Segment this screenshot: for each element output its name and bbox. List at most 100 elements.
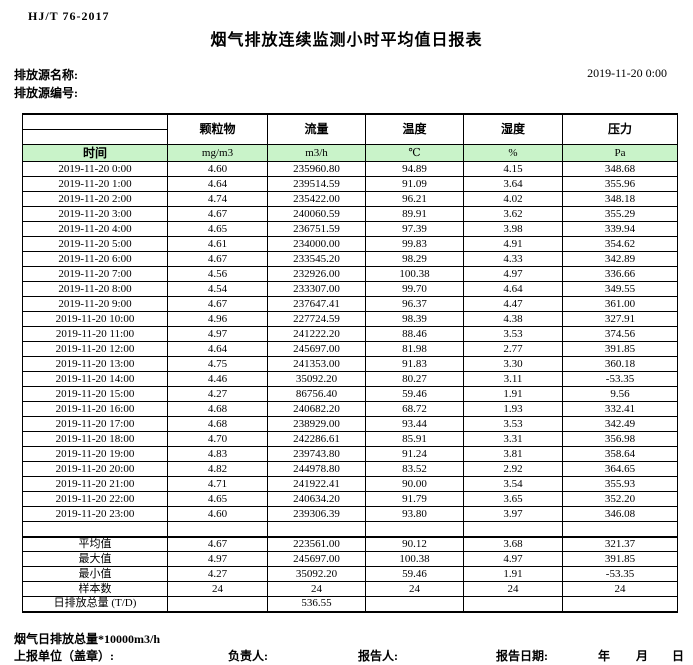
value-cell: 227724.59: [267, 311, 366, 327]
year-label: 年: [598, 649, 611, 663]
summary-label-cell: 样本数: [22, 581, 168, 597]
value-cell: 4.27: [167, 386, 268, 402]
value-cell: 352.20: [562, 491, 678, 507]
value-cell: 4.71: [167, 476, 268, 492]
time-cell: 2019-11-20 14:00: [22, 371, 168, 387]
value-cell: 358.64: [562, 446, 678, 462]
summary-value-cell: 3.68: [463, 535, 563, 552]
table-row: 2019-11-20 1:00 4.64 239514.59 91.09 3.64 355…: [22, 176, 678, 192]
value-cell: 4.68: [167, 401, 268, 417]
value-cell: 4.15: [463, 161, 563, 177]
table-row: 2019-11-20 10:00 4.96 227724.59 98.39 4.38 32…: [22, 311, 678, 327]
time-cell: 2019-11-20 9:00: [22, 296, 168, 312]
table-row: 2019-11-20 23:00 4.60 239306.39 93.80 3.97 34…: [22, 506, 678, 522]
value-cell: 355.93: [562, 476, 678, 492]
summary-row: 日排放总量 (T/D) 536.55: [22, 596, 678, 613]
empty-cell: [463, 521, 563, 537]
unit-pressure: Pa: [562, 144, 678, 162]
value-cell: 90.00: [365, 476, 464, 492]
value-cell: 91.24: [365, 446, 464, 462]
time-cell: 2019-11-20 13:00: [22, 356, 168, 372]
summary-value-cell: -53.35: [562, 566, 678, 582]
report-table: 颗粒物 流量 温度 湿度 压力 时间 mg/m3 m3/h ℃ % Pa 201…: [22, 113, 678, 613]
summary-value-cell: 24: [267, 581, 366, 597]
summary-value-cell: 24: [365, 581, 464, 597]
value-cell: 241353.00: [267, 356, 366, 372]
value-cell: 374.56: [562, 326, 678, 342]
unit-temperature: ℃: [365, 144, 464, 162]
value-cell: 235422.00: [267, 191, 366, 207]
time-cell: 2019-11-20 20:00: [22, 461, 168, 477]
table-row: 2019-11-20 16:00 4.68 240682.20 68.72 1.93 33…: [22, 401, 678, 417]
value-cell: 3.98: [463, 221, 563, 237]
empty-cell: [267, 521, 366, 537]
value-cell: 93.44: [365, 416, 464, 432]
value-cell: 391.85: [562, 341, 678, 357]
value-cell: 96.37: [365, 296, 464, 312]
summary-value-cell: [562, 596, 678, 613]
report-date-label: 报告日期:: [496, 649, 548, 663]
value-cell: 98.29: [365, 251, 464, 267]
value-cell: 97.39: [365, 221, 464, 237]
data-rows-body: 2019-11-20 0:00 4.60 235960.80 94.89 4.15 348…: [22, 161, 678, 537]
time-cell: 2019-11-20 7:00: [22, 266, 168, 282]
summary-value-cell: 100.38: [365, 551, 464, 567]
source-info-line: 排放源名称: 2019-11-20 0:00: [14, 66, 679, 82]
value-cell: 355.29: [562, 206, 678, 222]
value-cell: 4.75: [167, 356, 268, 372]
time-cell: 2019-11-20 19:00: [22, 446, 168, 462]
value-cell: 4.74: [167, 191, 268, 207]
table-row: 2019-11-20 18:00 4.70 242286.61 85.91 3.31 35…: [22, 431, 678, 447]
value-cell: 91.83: [365, 356, 464, 372]
value-cell: 80.27: [365, 371, 464, 387]
summary-value-cell: 536.55: [267, 596, 366, 613]
value-cell: 339.94: [562, 221, 678, 237]
value-cell: 234000.00: [267, 236, 366, 252]
value-cell: 4.67: [167, 296, 268, 312]
table-row: 2019-11-20 13:00 4.75 241353.00 91.83 3.30 36…: [22, 356, 678, 372]
column-header-particulate: 颗粒物: [167, 113, 268, 145]
value-cell: 364.65: [562, 461, 678, 477]
value-cell: 4.60: [167, 506, 268, 522]
value-cell: 3.97: [463, 506, 563, 522]
table-row: 2019-11-20 0:00 4.60 235960.80 94.89 4.15 348…: [22, 161, 678, 177]
time-cell: 2019-11-20 10:00: [22, 311, 168, 327]
value-cell: 236751.59: [267, 221, 366, 237]
summary-value-cell: 4.27: [167, 566, 268, 582]
signature-line: 上报单位（盖章）: 负责人: 报告人: 报告日期: 年 月 日: [0, 647, 693, 663]
report-datetime: 2019-11-20 0:00: [587, 66, 667, 80]
value-cell: 336.66: [562, 266, 678, 282]
standard-number: HJ/T 76-2017: [28, 9, 110, 23]
table-row: 2019-11-20 20:00 4.82 244978.80 83.52 2.92 36…: [22, 461, 678, 477]
summary-value-cell: 1.91: [463, 566, 563, 582]
source-code-label: 排放源编号:: [14, 86, 78, 100]
value-cell: 233545.20: [267, 251, 366, 267]
time-cell: 2019-11-20 8:00: [22, 281, 168, 297]
value-cell: 93.80: [365, 506, 464, 522]
value-cell: 3.11: [463, 371, 563, 387]
summary-value-cell: 35092.20: [267, 566, 366, 582]
table-row: 2019-11-20 2:00 4.74 235422.00 96.21 4.02 348…: [22, 191, 678, 207]
table-row: 2019-11-20 4:00 4.65 236751.59 97.39 3.98 339…: [22, 221, 678, 237]
summary-value-cell: [463, 596, 563, 613]
value-cell: 99.70: [365, 281, 464, 297]
value-cell: 342.89: [562, 251, 678, 267]
summary-value-cell: [365, 596, 464, 613]
summary-label-cell: 日排放总量 (T/D): [22, 596, 168, 613]
unit-particulate: mg/m3: [167, 144, 268, 162]
table-row: 2019-11-20 6:00 4.67 233545.20 98.29 4.33 342…: [22, 251, 678, 267]
value-cell: 239743.80: [267, 446, 366, 462]
unit-header-row: 时间 mg/m3 m3/h ℃ % Pa: [22, 144, 678, 162]
table-row: 2019-11-20 17:00 4.68 238929.00 93.44 3.53 34…: [22, 416, 678, 432]
value-cell: 4.56: [167, 266, 268, 282]
value-cell: 4.65: [167, 491, 268, 507]
value-cell: 238929.00: [267, 416, 366, 432]
value-cell: 1.91: [463, 386, 563, 402]
time-cell: 2019-11-20 6:00: [22, 251, 168, 267]
value-cell: 4.38: [463, 311, 563, 327]
value-cell: 237647.41: [267, 296, 366, 312]
value-cell: 4.47: [463, 296, 563, 312]
summary-value-cell: 4.97: [463, 551, 563, 567]
value-cell: 356.98: [562, 431, 678, 447]
